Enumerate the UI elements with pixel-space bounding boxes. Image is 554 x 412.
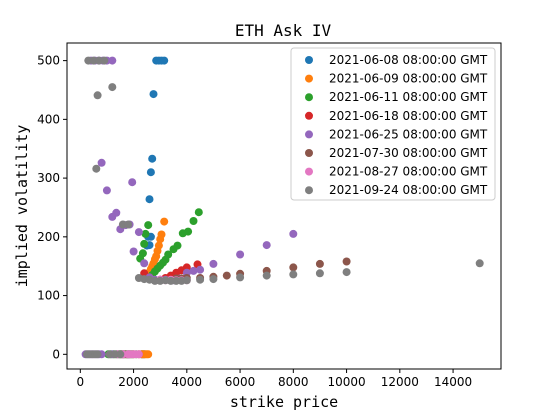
- y-tick-label: 500: [37, 54, 60, 68]
- data-point: [124, 220, 133, 229]
- data-point: [236, 250, 245, 259]
- x-tick-label: 4000: [172, 375, 203, 389]
- chart-title: ETH Ask IV: [235, 21, 332, 40]
- x-tick-label: 8000: [278, 375, 309, 389]
- x-tick-label: 0: [76, 375, 84, 389]
- data-point: [140, 259, 149, 268]
- legend-box: [290, 47, 496, 201]
- legend: 2021-06-08 08:00:00 GMT 2021-06-09 08:00:…: [290, 47, 496, 201]
- legend-entry: 2021-07-30 08:00:00 GMT: [305, 146, 488, 160]
- legend-entry: 2021-06-09 08:00:00 GMT: [305, 72, 488, 86]
- data-point: [342, 268, 351, 277]
- data-point: [146, 168, 155, 177]
- data-point: [144, 221, 153, 230]
- data-point: [236, 273, 245, 282]
- y-tick-label: 400: [37, 112, 60, 126]
- data-point: [196, 265, 205, 274]
- series-8: [83, 56, 484, 359]
- data-point: [134, 228, 143, 237]
- legend-entry: 2021-08-27 08:00:00 GMT: [305, 165, 488, 179]
- data-point: [289, 263, 298, 272]
- legend-marker: [305, 130, 313, 139]
- data-point: [289, 270, 298, 279]
- data-point: [102, 186, 111, 195]
- y-tick-label: 300: [37, 171, 60, 185]
- legend-marker: [305, 167, 313, 176]
- legend-label: 2021-06-09 08:00:00 GMT: [329, 72, 488, 86]
- plot-frame: [66, 42, 502, 370]
- data-point: [108, 56, 117, 65]
- x-tick-label: 12000: [381, 375, 419, 389]
- data-point: [128, 178, 137, 187]
- data-point: [145, 195, 154, 204]
- data-point: [262, 271, 271, 280]
- legend-marker: [305, 56, 313, 64]
- data-point: [169, 245, 178, 254]
- data-point: [140, 239, 149, 248]
- legend-marker: [305, 111, 313, 120]
- legend-entry: 2021-06-11 08:00:00 GMT: [305, 90, 488, 104]
- y-tick-label: 0: [52, 347, 60, 361]
- data-point: [160, 217, 169, 226]
- data-point: [93, 91, 102, 100]
- data-point: [194, 208, 203, 217]
- data-point: [160, 56, 169, 65]
- data-point: [178, 229, 187, 238]
- legend-entries: 2021-06-08 08:00:00 GMT 2021-06-09 08:00:…: [305, 53, 488, 197]
- data-point: [93, 350, 102, 359]
- legend-label: 2021-06-11 08:00:00 GMT: [329, 90, 488, 104]
- axis-ticks: 0 2000 4000 6000 8000 10000 12000 14000 0 100 200 3…: [37, 54, 472, 389]
- data-points: [81, 56, 484, 359]
- data-point: [149, 90, 158, 99]
- legend-entry: 2021-09-24 08:00:00 GMT: [305, 183, 488, 197]
- data-point: [222, 271, 231, 280]
- data-point: [262, 241, 271, 250]
- y-tick-label: 100: [37, 289, 60, 303]
- data-point: [141, 229, 150, 238]
- x-tick-label: 14000: [434, 375, 472, 389]
- data-point: [189, 266, 198, 275]
- x-axis-label: strike price: [230, 393, 338, 411]
- data-point: [92, 164, 101, 173]
- data-point: [209, 275, 218, 284]
- data-point: [112, 208, 121, 217]
- data-point: [289, 229, 298, 238]
- data-point: [129, 247, 138, 256]
- data-point: [315, 259, 324, 268]
- legend-label: 2021-06-25 08:00:00 GMT: [329, 127, 488, 141]
- data-point: [342, 257, 351, 266]
- legend-label: 2021-06-08 08:00:00 GMT: [329, 53, 488, 67]
- data-point: [148, 154, 157, 163]
- data-point: [182, 276, 191, 285]
- data-point: [156, 235, 165, 244]
- data-point: [97, 158, 106, 167]
- data-point: [475, 259, 484, 268]
- legend-entry: 2021-06-25 08:00:00 GMT: [305, 127, 488, 141]
- legend-marker: [305, 74, 313, 83]
- data-point: [196, 275, 205, 284]
- data-point: [108, 83, 117, 92]
- data-point: [134, 350, 143, 359]
- y-tick-label: 200: [37, 230, 60, 244]
- legend-marker: [305, 93, 313, 102]
- data-point: [100, 56, 109, 65]
- y-axis-label: implied volatility: [13, 125, 31, 288]
- x-tick-label: 6000: [225, 375, 256, 389]
- data-point: [189, 217, 198, 225]
- legend-label: 2021-07-30 08:00:00 GMT: [329, 146, 488, 160]
- legend-label: 2021-06-18 08:00:00 GMT: [329, 109, 488, 123]
- legend-marker: [305, 149, 313, 157]
- legend-marker: [305, 186, 313, 195]
- x-tick-label: 2000: [118, 375, 149, 389]
- legend-label: 2021-09-24 08:00:00 GMT: [329, 183, 488, 197]
- data-point: [116, 350, 125, 359]
- legend-label: 2021-08-27 08:00:00 GMT: [329, 165, 488, 179]
- legend-entry: 2021-06-08 08:00:00 GMT: [305, 53, 488, 67]
- x-tick-label: 10000: [327, 375, 365, 389]
- data-point: [315, 269, 324, 278]
- legend-entry: 2021-06-18 08:00:00 GMT: [305, 109, 488, 123]
- data-point: [209, 259, 218, 268]
